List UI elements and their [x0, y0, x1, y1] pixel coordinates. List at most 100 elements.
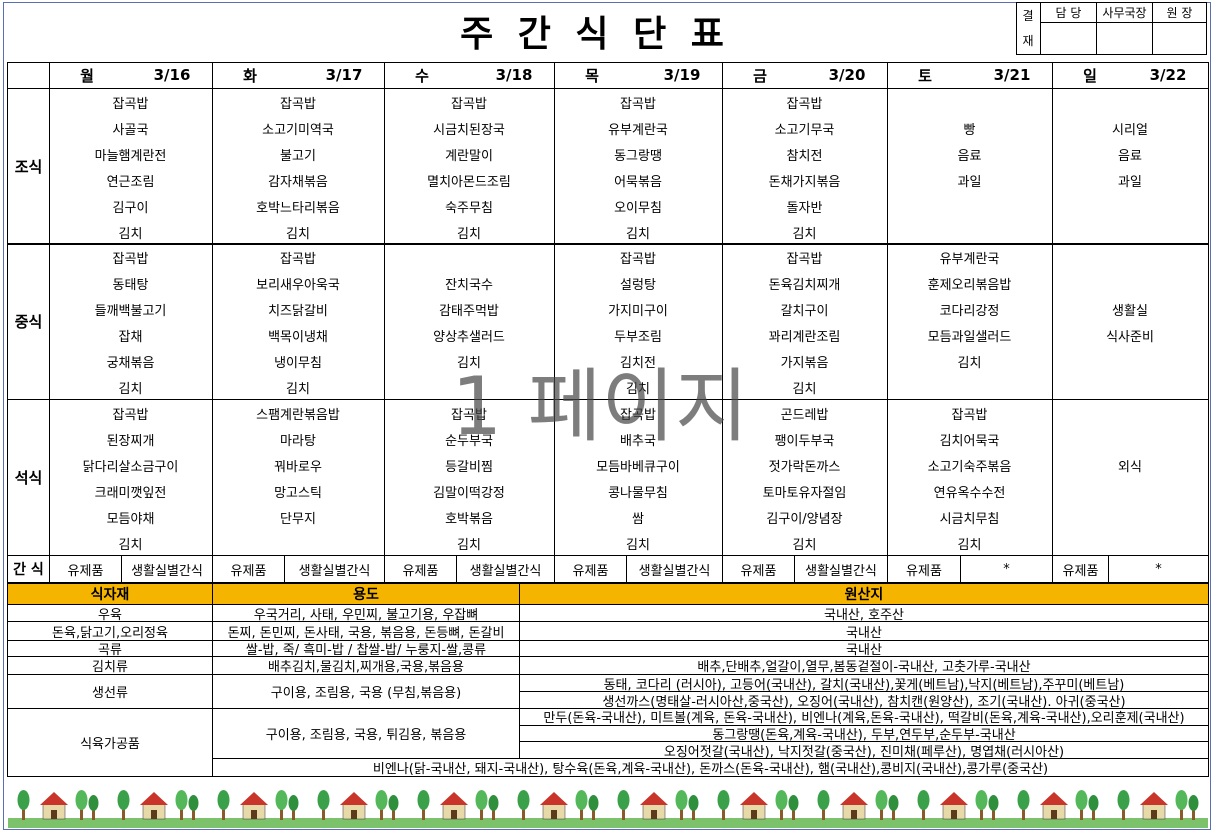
origin-source: 동태, 코다리 (러시아), 고등어(국내산), 갈치(국내산),꽃게(베트남)… — [519, 674, 1209, 692]
menu-item: 닭다리살소금구이 — [82, 459, 179, 475]
menu-item: 연근조림 — [106, 174, 155, 190]
menu-item: 가지볶음 — [780, 355, 829, 371]
snack-item: 생활실별간식 — [626, 555, 723, 583]
menu-item: 두부조림 — [614, 329, 662, 345]
corner-cell — [7, 62, 50, 89]
snack-item: 생활실별간식 — [284, 555, 385, 583]
menu-item: 잡곡밥 — [112, 96, 149, 112]
menu-item: 김치 — [457, 355, 481, 371]
menu-item: 김치 — [286, 226, 310, 242]
origin-item: 김치류 — [7, 656, 213, 675]
origin-use: 쌀-밥, 죽/ 흑미-밥 / 찹쌀-밥/ 누룽지-쌀,콩류 — [212, 640, 520, 657]
menu-item: 꿔바로우 — [274, 459, 322, 475]
snack-item: 유제품 — [722, 555, 795, 583]
menu-item: 감태주먹밥 — [439, 303, 499, 319]
origin-source: 배추,단배추,얼갈이,열무,봄동겉절이-국내산, 고춧가루-국내산 — [519, 656, 1209, 675]
day-name: 화 — [243, 66, 257, 85]
menu-item: 팽이두부국 — [774, 433, 835, 449]
menu-item: 김치 — [457, 226, 481, 242]
title: 주 간 식 단 표 — [460, 14, 730, 55]
menu-item: 잡곡밥 — [280, 96, 316, 112]
origin-source: 동그랑땡(돈육,계육-국내산), 두부,연두부,순두부-국내산 — [519, 724, 1209, 743]
menu-item: 마늘햄계란전 — [94, 148, 167, 164]
origin-item: 곡류 — [7, 640, 213, 657]
menu-item: 연유옥수수전 — [933, 485, 1006, 501]
menu-item: 잡곡밥 — [112, 251, 149, 267]
day-date: 3/22 — [1149, 66, 1187, 84]
menu-item: 김치 — [118, 226, 143, 242]
menu-item: 잡곡밥 — [451, 407, 487, 423]
approval-role: 사무국장 — [1096, 2, 1153, 23]
menu-item: 시리얼 — [1112, 122, 1148, 138]
menu-item: 호박볶음 — [445, 511, 493, 527]
meal-label: 조식 — [7, 88, 50, 245]
day-date: 3/18 — [495, 66, 533, 84]
day-name: 금 — [753, 66, 767, 85]
origin-source: 생선까스(명태살-러시아산,중국산), 오징어(국내산), 참치캔(원양산), … — [519, 691, 1209, 709]
menu-item: 소고기숙주볶음 — [927, 459, 1012, 475]
menu-item: 호박느타리볶음 — [256, 200, 340, 216]
menu-item: 김치 — [118, 537, 143, 553]
menu-item: 잡곡밥 — [112, 407, 149, 423]
watermark: 1 페이지 — [451, 360, 749, 453]
menu-item: 등갈비찜 — [445, 459, 493, 475]
menu-item: 감자채볶음 — [268, 174, 328, 190]
origin-use: 구이용, 조림용, 국용, 튀김용, 볶음용 — [212, 708, 520, 759]
menu-item: 토마토유자절임 — [762, 485, 847, 501]
menu-item: 망고스틱 — [274, 485, 322, 501]
menu-item: 모듬과일샐러드 — [927, 329, 1012, 345]
menu-item: 계란말이 — [445, 148, 493, 164]
menu-item: 숙주무침 — [445, 200, 493, 216]
menu-cell — [1052, 88, 1209, 245]
day-name: 월 — [80, 66, 94, 85]
snack-label: 간 식 — [7, 555, 50, 583]
menu-item: 잔치국수 — [445, 277, 493, 293]
menu-item: 김치 — [286, 381, 310, 397]
day-name: 일 — [1083, 66, 1097, 85]
origin-header: 용도 — [212, 583, 520, 605]
menu-item: 돌자반 — [786, 200, 823, 216]
menu-item: 보리새우아욱국 — [256, 277, 340, 293]
menu-item: 치즈닭갈비 — [268, 303, 328, 319]
menu-item: 김구이 — [112, 200, 149, 216]
snack-item: 유제품 — [1052, 555, 1109, 583]
menu-item: 양상추샐러드 — [433, 329, 505, 345]
day-date: 3/17 — [325, 66, 363, 84]
menu-item: 설렁탕 — [620, 277, 656, 293]
origin-use: 우국거리, 사태, 우민찌, 불고기용, 우잡뼈 — [212, 604, 520, 622]
menu-item: 식사준비 — [1106, 329, 1154, 345]
menu-item: 빵 — [963, 122, 976, 138]
menu-item: 과일 — [1118, 174, 1142, 190]
menu-item: 음료 — [957, 148, 982, 164]
menu-item: 음료 — [1118, 148, 1142, 164]
day-name: 목 — [585, 66, 599, 85]
menu-item: 동그랑땡 — [614, 148, 662, 164]
menu-item: 김치 — [118, 381, 143, 397]
origin-item: 생선류 — [7, 674, 213, 709]
menu-item: 사골국 — [112, 122, 149, 138]
origin-source: 국내산 — [519, 640, 1209, 657]
menu-item: 들깨백불고기 — [94, 303, 167, 319]
menu-item: 잡곡밥 — [951, 407, 988, 423]
menu-item: 오이무침 — [614, 200, 662, 216]
origin-source: 만두(돈육-국내산), 미트볼(계육, 돈육-국내산), 비엔나(계육,돈육-국… — [519, 708, 1209, 726]
menu-item: 소고기무국 — [774, 122, 835, 138]
menu-item: 김치 — [626, 226, 650, 242]
origin-use: 돈찌, 돈민찌, 돈사태, 국용, 볶음용, 돈등뼈, 돈갈비 — [212, 621, 520, 641]
menu-item: 잡곡밥 — [451, 96, 487, 112]
menu-item: 잡곡밥 — [786, 251, 823, 267]
day-date: 3/16 — [153, 66, 191, 84]
origin-use: 구이용, 조림용, 국용 (무침,볶음용) — [212, 674, 520, 709]
menu-item: 단무지 — [280, 511, 316, 527]
menu-item: 곤드레밥 — [780, 407, 829, 423]
approval-label: 재 — [1022, 34, 1034, 48]
menu-item: 궁채볶음 — [106, 355, 155, 371]
day-date: 3/21 — [993, 66, 1031, 84]
menu-item: 김치 — [626, 537, 650, 553]
approval-role: 담 당 — [1040, 2, 1097, 23]
snack-item: 생활실별간식 — [456, 555, 555, 583]
snack-item: * — [960, 555, 1053, 583]
menu-item: 시금치된장국 — [433, 122, 505, 138]
menu-item: 과일 — [957, 174, 982, 190]
